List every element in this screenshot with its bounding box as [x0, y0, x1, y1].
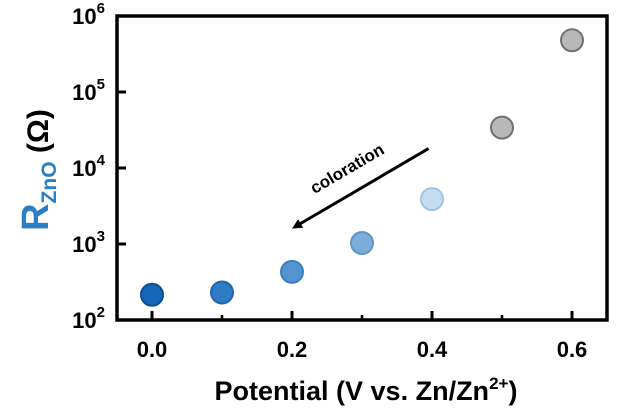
x-axis-title: Potential (V vs. Zn/Zn2+) [215, 374, 518, 406]
data-point-6 [560, 28, 584, 53]
y-axis-ticks: 102 103 104 105 106 [72, 0, 126, 333]
x-tick-label-2: 0.4 [417, 337, 448, 362]
data-point-0 [140, 282, 164, 307]
y-tick-label-2: 104 [72, 152, 105, 181]
x-tick-label-1: 0.2 [277, 337, 308, 362]
y-tick-label-1: 103 [72, 228, 105, 257]
x-tick-label-3: 0.6 [557, 337, 588, 362]
data-point-3 [350, 231, 374, 256]
coloration-arrow [292, 147, 430, 229]
x-axis-ticks: 0.0 0.2 0.4 0.6 [137, 311, 588, 362]
x-tick-label-0: 0.0 [137, 337, 168, 362]
coloration-label: coloration [307, 140, 388, 198]
data-point-1 [210, 280, 234, 305]
y-tick-label-0: 102 [72, 304, 105, 333]
y-tick-label-4: 106 [72, 0, 105, 29]
annotation: coloration [292, 140, 430, 229]
data-points [140, 28, 584, 307]
data-point-2 [280, 259, 304, 284]
data-point-4 [420, 187, 444, 212]
y-axis-title: RZnO (Ω) [15, 109, 61, 231]
y-tick-label-3: 105 [72, 76, 105, 105]
data-point-5 [490, 115, 514, 140]
